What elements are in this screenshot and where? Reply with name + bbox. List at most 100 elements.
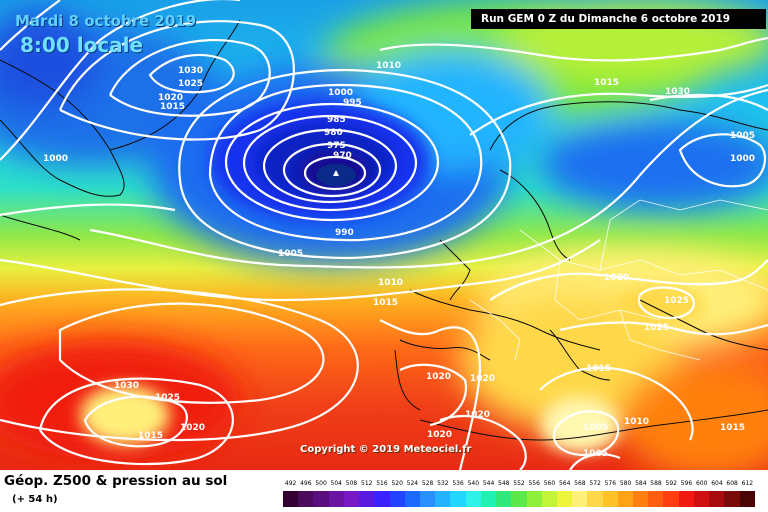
color-scale-labels: 492 496 500 504 508 512 516 520 524 528 532 536 540 5… [283,480,755,490]
color-scale-bar [283,491,755,507]
color-scale-label: 524 [406,480,419,487]
color-scale-label: 496 [300,480,312,487]
legend-panel: Géop. Z500 & pression au sol (+ 54 h) 49… [0,470,768,512]
low-pressure-center-icon [316,164,356,186]
color-scale-label: 560 [543,480,556,487]
color-scale-swatch [724,491,740,507]
color-scale-swatch [450,491,466,507]
isobars [0,0,768,470]
color-scale-label: 604 [711,480,723,487]
isobar-label: 970 [333,151,352,161]
color-scale-swatch [617,491,634,507]
color-scale-label: 492 [284,480,297,487]
color-scale-label: 592 [665,480,677,487]
color-scale-swatch [556,491,573,507]
isobar-label: 1025 [664,296,689,306]
isobar-label: 995 [343,98,362,108]
run-info-box: Run GEM 0 Z du Dimanche 6 octobre 2019 [471,9,766,29]
isobar-label: 990 [335,228,354,238]
isobar-label: 1020 [158,93,183,103]
color-scale-swatch [648,491,664,507]
isobar-label: 1005 [583,449,608,459]
isobar-label: 1015 [594,78,619,88]
isobar-label: 1000 [328,88,353,98]
copyright-notice: Copyright © 2019 Meteociel.fr [300,444,472,455]
color-scale-label: 564 [558,480,571,487]
color-scale-label: 552 [513,480,525,487]
forecast-local-time: 8:00 locale [20,33,144,57]
color-scale-swatch [283,491,299,507]
color-scale-swatch [359,491,375,507]
isobar-label: 1020 [427,430,452,440]
color-scale-label: 500 [315,480,327,487]
isobar-label: 1020 [180,423,205,433]
color-scale-swatch [572,491,588,507]
color-scale-label: 536 [452,480,464,487]
isobar-label: 1030 [665,87,690,97]
color-scale-swatch [511,491,527,507]
isobar-label: 1015 [373,298,398,308]
color-scale-swatch [465,491,481,507]
isobar-label: 1015 [586,364,611,374]
color-scale-label: 576 [604,480,617,487]
color-scale-label: 548 [498,480,510,487]
color-scale-swatch [541,491,557,507]
color-scale-swatch [663,491,679,507]
forecast-date: Mardi 8 octobre 2019 [15,12,197,30]
pressure-map: 1030102510201015100010101000995985980975… [0,0,768,470]
color-scale-label: 600 [695,480,708,487]
color-scale-swatch [709,491,725,507]
color-scale-label: 528 [421,480,434,487]
color-scale-label: 532 [437,480,449,487]
color-scale-swatch [298,491,314,507]
lead-time: (+ 54 h) [12,494,58,505]
color-scale-swatch [739,491,755,507]
isobar-label: 1020 [426,372,451,382]
isobar-labels: 1030102510201015100010101000995985980975… [43,61,755,459]
isobar-label: 1005 [583,423,608,433]
isobar-label: 975 [327,141,346,151]
isobar-label: 1015 [160,102,185,112]
color-scale-label: 584 [635,480,647,487]
color-scale-swatch [419,491,436,507]
isobar-label: 1025 [155,393,180,403]
color-scale-label: 612 [741,480,754,487]
color-scale-label: 540 [467,480,480,487]
color-scale-label: 508 [345,480,358,487]
isobar-label: 1010 [376,61,401,71]
isobar-label: 1010 [378,278,403,288]
isobar-label: 1015 [138,431,163,441]
color-scale-swatch [496,491,512,507]
color-scale-label: 572 [589,480,601,487]
color-scale-label: 512 [361,480,373,487]
isobar-label: 1005 [278,249,303,259]
color-scale-swatch [633,491,649,507]
isobar-label: 1020 [604,273,629,283]
isobar-label: 1015 [720,423,745,433]
color-scale-label: 568 [574,480,586,487]
color-scale-label: 588 [650,480,662,487]
isobar-label: 1030 [114,381,139,391]
isobar-label: 980 [324,128,343,138]
color-scale-label: 556 [528,480,540,487]
color-scale-swatch [678,491,694,507]
isobar-label: 1005 [730,131,755,141]
isobar-label: 1020 [470,374,495,384]
color-scale-swatch [693,491,710,507]
color-scale-label: 504 [330,480,342,487]
color-scale-label: 580 [619,480,632,487]
color-scale-label: 596 [680,480,693,487]
isobar-label: 1000 [43,154,68,164]
isobar-label: 1020 [465,410,490,420]
isobar-label: 1000 [730,154,755,164]
color-scale-swatch [602,491,618,507]
color-scale-swatch [435,491,451,507]
color-scale-swatch [526,491,542,507]
color-scale-swatch [343,491,360,507]
isobar-label: 985 [327,115,346,125]
isobar-label: 1025 [178,79,203,89]
borders [469,199,768,361]
color-scale-swatch [374,491,390,507]
color-scale-label: 608 [726,480,738,487]
